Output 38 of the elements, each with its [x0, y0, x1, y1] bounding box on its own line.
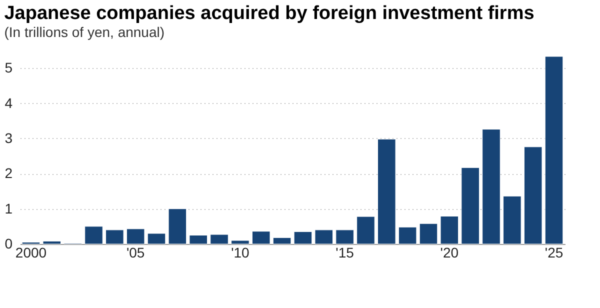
bar	[398, 226, 417, 244]
bar	[336, 230, 354, 244]
bar	[378, 138, 396, 244]
x-tick-label: '05	[126, 244, 145, 260]
x-tick-label: '25	[544, 244, 564, 260]
bar	[231, 240, 250, 244]
y-tick-label: 2	[4, 165, 13, 182]
bar	[272, 237, 292, 244]
y-tick-label: 1	[4, 200, 13, 216]
bar	[544, 56, 564, 244]
bar	[189, 234, 208, 244]
bar	[168, 208, 187, 244]
bar	[503, 196, 522, 244]
bar	[524, 146, 542, 244]
bar	[419, 223, 438, 244]
bar	[84, 226, 103, 244]
x-tick-label: 2000	[15, 244, 47, 260]
y-tick-label: 0	[4, 236, 13, 252]
y-tick-label: 5	[4, 60, 13, 76]
y-tick-label: 4	[4, 94, 13, 111]
bar	[356, 216, 375, 244]
bar	[294, 231, 312, 244]
bar	[42, 240, 62, 244]
bar	[440, 216, 459, 244]
bar	[461, 167, 480, 244]
chart-title: Japanese companies acquired by foreign investment firms	[4, 3, 534, 24]
bar	[314, 230, 334, 244]
x-tick-label: '15	[336, 244, 354, 260]
x-tick-label: '10	[231, 244, 250, 260]
bar	[126, 228, 145, 244]
bar	[147, 233, 166, 244]
bar	[252, 231, 270, 244]
x-tick-label: '20	[440, 244, 459, 260]
chart-subtitle: (In trillions of yen, annual)	[4, 24, 165, 40]
y-tick-label: 3	[4, 130, 13, 146]
bar	[106, 230, 124, 244]
bar	[482, 129, 500, 244]
bar	[210, 234, 228, 244]
